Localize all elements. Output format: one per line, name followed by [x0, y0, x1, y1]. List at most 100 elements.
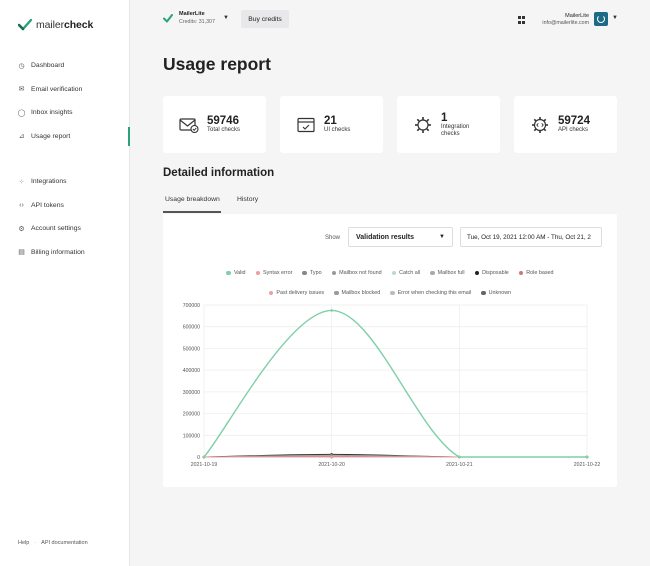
- legend-swatch: [268, 290, 274, 296]
- caret-down-icon: ▼: [222, 15, 229, 21]
- api-docs-link[interactable]: API documentation: [41, 540, 88, 546]
- chart-panel: 0 100000 200000 300000 400000 500000 600000 700…: [163, 214, 617, 487]
- sidebar-item-label: Usage report: [31, 132, 71, 140]
- sidebar-item-usage-report[interactable]: ⊿ Usage report: [0, 125, 130, 149]
- sidebar-item-billing-information[interactable]: ▤ Billing information: [0, 241, 130, 265]
- legend-swatch: [518, 270, 524, 276]
- legend-label: Disposable: [482, 270, 509, 276]
- legend-swatch: [430, 270, 435, 276]
- legend-swatch: [390, 290, 395, 296]
- y-tick-label: 400000: [183, 368, 200, 374]
- stat-card-api: 59724 API checks: [514, 96, 617, 153]
- legend-item[interactable]: Error when checking this email: [390, 290, 471, 296]
- help-link[interactable]: Help: [18, 540, 30, 546]
- puzzle-gear-icon: [413, 116, 433, 134]
- legend-item[interactable]: Mailbox full: [430, 270, 465, 276]
- stat-label: UI checks: [324, 127, 351, 133]
- logo-check-icon: [18, 19, 32, 31]
- legend-item[interactable]: Disposable: [474, 270, 509, 276]
- y-tick-label: 500000: [183, 346, 200, 352]
- tab-usage-breakdown[interactable]: Usage breakdown: [165, 196, 220, 203]
- envelope-icon: ✉: [18, 86, 25, 94]
- dashboard-icon: ◷: [18, 62, 25, 70]
- code-icon: ‹›: [19, 201, 24, 209]
- legend-swatch: [334, 290, 339, 296]
- sidebar-item-inbox-insights[interactable]: ◯ Inbox insights: [0, 101, 130, 125]
- legend-item[interactable]: Unknown: [481, 290, 511, 296]
- sidebar-footer: Help · API documentation: [18, 540, 88, 546]
- y-tick-label: 700000: [183, 303, 200, 309]
- date-range-picker[interactable]: Tue, Oct 19, 2021 12:00 AM - Thu, Oct 21…: [460, 227, 602, 247]
- y-tick-label: 200000: [183, 412, 200, 418]
- sidebar-item-integrations[interactable]: ⁘ Integrations: [0, 170, 130, 194]
- sidebar-item-account-settings[interactable]: ⚙ Account settings: [0, 217, 130, 241]
- chart-legend: Valid Syntax error Typo Mailbox not found Ca…: [163, 270, 617, 276]
- legend-label: Role based: [526, 270, 554, 276]
- legend-item[interactable]: Role based: [518, 270, 554, 276]
- account-switcher[interactable]: MailerLite Credits: 31,307 ▼: [163, 10, 229, 26]
- data-point: [330, 455, 333, 459]
- legend-item[interactable]: Syntax error: [255, 270, 292, 276]
- legend-label: Valid: [233, 270, 246, 276]
- avatar[interactable]: [594, 12, 608, 26]
- y-tick-label: 300000: [183, 390, 200, 396]
- stat-value: 59746: [207, 115, 239, 127]
- data-point: [585, 455, 589, 459]
- legend-swatch: [391, 270, 397, 276]
- x-tick-label: 2021-10-21: [446, 462, 473, 468]
- chart-icon: ⊿: [18, 133, 25, 141]
- legend-label: Mailbox blocked: [341, 290, 381, 296]
- tab-history[interactable]: History: [237, 196, 259, 203]
- data-point: [202, 455, 206, 459]
- footer-separator: ·: [34, 540, 37, 546]
- api-gear-icon: [530, 116, 550, 134]
- active-tab-indicator: [163, 211, 221, 213]
- legend-item[interactable]: Past delivery issues: [268, 290, 324, 296]
- sidebar-item-email-verification[interactable]: ✉ Email verification: [0, 78, 130, 102]
- usage-chart: 0 100000 200000 300000 400000 500000 600000 700…: [183, 303, 601, 468]
- y-tick-label: 0: [197, 455, 200, 461]
- sidebar-item-label: API tokens: [31, 201, 64, 209]
- legend-item[interactable]: Valid: [226, 270, 246, 276]
- sidebar-item-api-tokens[interactable]: ‹› API tokens: [0, 194, 130, 218]
- select-value: Validation results: [356, 234, 414, 241]
- user-info[interactable]: MailerLite info@mailerlite.com: [542, 13, 589, 27]
- account-check-icon: [163, 13, 173, 22]
- caret-down-icon[interactable]: ▼: [612, 15, 618, 21]
- integrations-icon: ⁘: [18, 178, 25, 186]
- legend-label: Mailbox not found: [339, 270, 382, 276]
- stat-value: 21: [324, 115, 337, 127]
- legend-item[interactable]: Mailbox not found: [331, 270, 382, 276]
- logo-text: mailercheck: [36, 19, 94, 31]
- result-type-select[interactable]: Validation results ▼: [348, 227, 453, 247]
- x-tick-label: 2021-10-22: [574, 462, 601, 468]
- inbox-icon: ◯: [17, 109, 26, 117]
- billing-icon: ▤: [18, 249, 25, 257]
- stat-value: 1: [441, 111, 448, 124]
- stat-card-total: 59746 Total checks: [163, 96, 266, 153]
- sidebar: mailercheck ◷ Dashboard ✉ Email verifica…: [0, 0, 130, 566]
- legend-swatch: [255, 270, 261, 276]
- data-point: [330, 309, 333, 312]
- stat-label: API checks: [558, 127, 589, 133]
- legend-label: Unknown: [488, 290, 512, 296]
- window-check-icon: [296, 116, 316, 134]
- sidebar-item-label: Integrations: [31, 178, 67, 186]
- legend-label: Typo: [309, 270, 322, 276]
- account-name: MailerLite: [179, 11, 205, 17]
- legend-item[interactable]: Catch all: [391, 270, 421, 276]
- x-tick-label: 2021-10-19: [191, 462, 218, 468]
- legend-swatch: [481, 290, 486, 296]
- stat-value: 59724: [558, 115, 590, 127]
- legend-item[interactable]: Mailbox blocked: [334, 290, 380, 296]
- buy-credits-button[interactable]: Buy credits: [241, 10, 289, 28]
- legend-label: Catch all: [399, 270, 421, 276]
- logo[interactable]: mailercheck: [18, 19, 93, 31]
- series-line: [203, 309, 587, 458]
- legend-item[interactable]: Typo: [302, 270, 322, 276]
- apps-grid-icon[interactable]: [518, 16, 526, 24]
- stat-label: Total checks: [207, 127, 241, 133]
- legend-swatch: [302, 270, 307, 276]
- stat-label: Integration checks: [441, 123, 470, 137]
- sidebar-item-dashboard[interactable]: ◷ Dashboard: [0, 54, 130, 78]
